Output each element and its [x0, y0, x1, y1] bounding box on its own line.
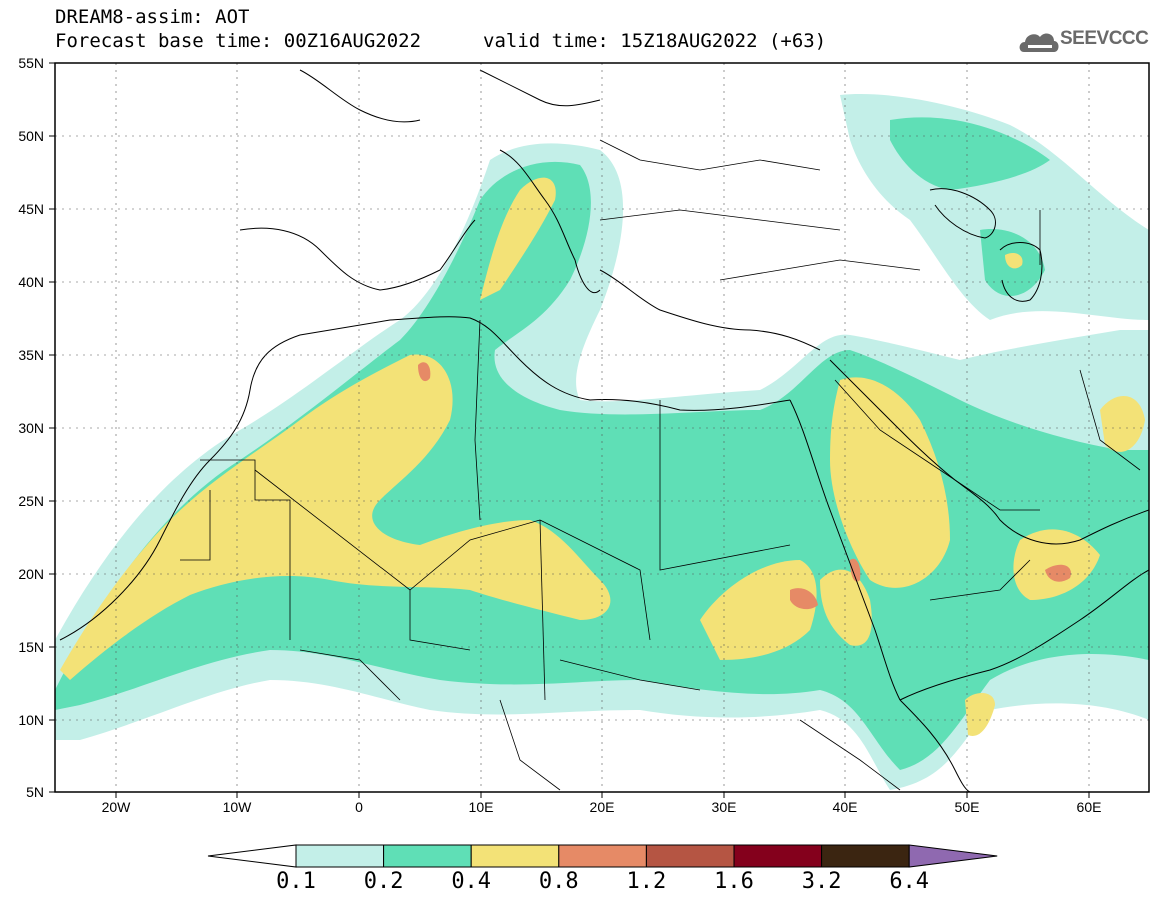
aot-contour-0.4-sahara [60, 354, 611, 680]
lat-label: 30N [18, 420, 44, 436]
aot-contour-0.4-arabia [830, 377, 950, 588]
valid-time: valid time: 15Z18AUG2022 (+63) [483, 30, 827, 52]
lon-label: 20W [101, 799, 131, 815]
aot-contours [55, 63, 1149, 792]
aot-contour-0.8-sudan [790, 588, 818, 610]
lat-label: 35N [18, 347, 44, 363]
lon-label: 50E [954, 799, 980, 815]
aot-contour-0.4-italy [480, 177, 556, 300]
colorbar-label: 3.2 [801, 869, 842, 894]
lat-label: 55N [18, 55, 44, 71]
lon-label: 10E [468, 799, 494, 815]
colorbar-label: 0.8 [538, 869, 579, 894]
lon-label: 20E [589, 799, 615, 815]
aot-contour-0.8-redsea [850, 558, 861, 582]
aot-contour-0.2 [55, 161, 1149, 770]
lat-label: 50N [18, 128, 44, 144]
forecast-base-time: Forecast base time: 00Z16AUG2022 [55, 30, 422, 52]
cloud-logo-icon [1019, 33, 1059, 52]
aot-contour-0.8-algeria [418, 362, 431, 382]
colorbar-label: 0.1 [276, 869, 316, 894]
aot-contour-0.4-redsea [820, 569, 872, 646]
lon-label: 40E [832, 799, 858, 815]
graticule [55, 63, 1149, 792]
lon-label: 60E [1076, 799, 1102, 815]
colorbar-label: 0.4 [451, 869, 492, 894]
colorbar-label: 1.2 [626, 869, 667, 894]
lon-label: 10W [222, 799, 252, 815]
coastlines [59, 69, 1149, 792]
map-title: DREAM8-assim: AOT [55, 6, 250, 28]
lon-label: 30E [711, 799, 737, 815]
lat-label: 45N [18, 201, 44, 217]
lat-label: 20N [18, 566, 44, 582]
colorbar-label: 1.6 [714, 869, 754, 894]
colorbar-label: 6.4 [889, 869, 930, 894]
lat-label: 10N [18, 712, 44, 728]
aot-contour-0.4-iran [1100, 396, 1145, 452]
aot-contour-0.4-sudan [700, 560, 817, 660]
colorbar-label: 0.2 [363, 869, 404, 894]
lon-label: 0 [355, 799, 363, 815]
aot-contour-0.4-caspian [1005, 253, 1023, 269]
lat-label: 40N [18, 274, 44, 290]
country-borders [180, 139, 1141, 791]
aot-contour-0.4-oman [1013, 529, 1100, 600]
aot-contour-0.2-north [890, 117, 1050, 190]
axis-ticks [49, 62, 1090, 798]
lat-label: 15N [18, 639, 44, 655]
lat-label: 5N [26, 784, 44, 800]
logo-text: SEEVCCC [1060, 28, 1149, 49]
lat-label: 25N [18, 493, 44, 509]
aot-contour-0.8-oman [1045, 564, 1071, 582]
aot-contour-0.4-gulfaden [965, 693, 995, 736]
